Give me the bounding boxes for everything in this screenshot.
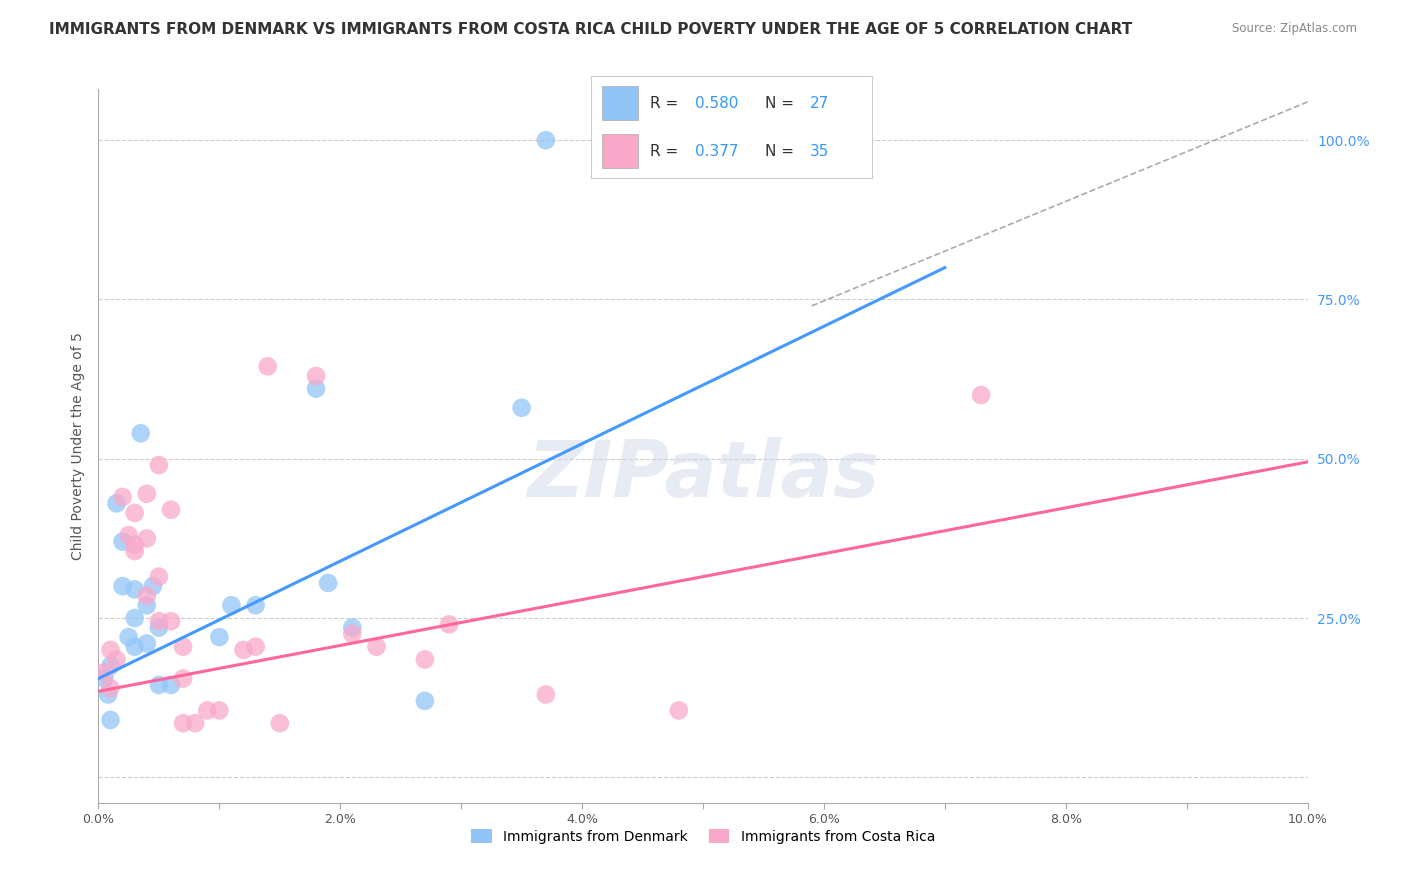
Point [93,672,115,686]
Point [208,703,231,717]
Point [970,388,993,402]
Point [245,599,267,613]
Point [413,652,436,666]
Point [172,672,194,686]
Point [105,652,128,666]
Point [111,534,134,549]
Point [172,716,194,731]
Point [160,614,183,628]
Text: R =: R = [650,144,688,159]
Point [100,713,122,727]
Point [305,382,328,396]
Point [245,640,267,654]
Point [366,640,388,654]
Point [510,401,533,415]
FancyBboxPatch shape [602,87,638,120]
Point [100,658,122,673]
Point [221,599,243,613]
Point [118,528,141,542]
Point [160,678,183,692]
Text: N =: N = [765,95,799,111]
Point [413,694,436,708]
Point [135,487,157,501]
Point [256,359,278,374]
FancyBboxPatch shape [602,135,638,168]
Y-axis label: Child Poverty Under the Age of 5: Child Poverty Under the Age of 5 [70,332,84,560]
Point [97,688,120,702]
Point [232,643,254,657]
Point [342,627,364,641]
Point [124,640,146,654]
Point [135,532,157,546]
Point [208,630,231,644]
Point [124,544,146,558]
Point [124,611,146,625]
Text: IMMIGRANTS FROM DENMARK VS IMMIGRANTS FROM COSTA RICA CHILD POVERTY UNDER THE AG: IMMIGRANTS FROM DENMARK VS IMMIGRANTS FR… [49,22,1132,37]
Text: 0.377: 0.377 [695,144,738,159]
Point [148,614,170,628]
Point [342,621,364,635]
Point [148,569,170,583]
Point [105,496,128,510]
Point [668,703,690,717]
Text: 0.580: 0.580 [695,95,738,111]
Point [124,582,146,597]
Text: R =: R = [650,95,683,111]
Point [316,576,339,591]
Text: Source: ZipAtlas.com: Source: ZipAtlas.com [1232,22,1357,36]
Point [437,617,460,632]
Point [111,490,134,504]
Point [135,599,157,613]
Point [142,579,165,593]
Point [148,678,170,692]
Point [111,579,134,593]
Point [534,688,557,702]
Point [160,502,183,516]
Text: 35: 35 [810,144,830,159]
Point [269,716,291,731]
Point [135,636,157,650]
Point [118,630,141,644]
Point [124,538,146,552]
Text: ZIPatlas: ZIPatlas [527,436,879,513]
Point [148,621,170,635]
Point [534,133,557,147]
Point [135,589,157,603]
Point [129,426,152,441]
Point [124,506,146,520]
Point [195,703,218,717]
Point [305,368,328,383]
Point [100,681,122,695]
Text: N =: N = [765,144,799,159]
Text: 27: 27 [810,95,830,111]
Point [100,643,122,657]
Point [172,640,194,654]
Point [184,716,207,731]
Point [93,665,115,680]
Point [148,458,170,472]
Legend: Immigrants from Denmark, Immigrants from Costa Rica: Immigrants from Denmark, Immigrants from… [465,823,941,849]
